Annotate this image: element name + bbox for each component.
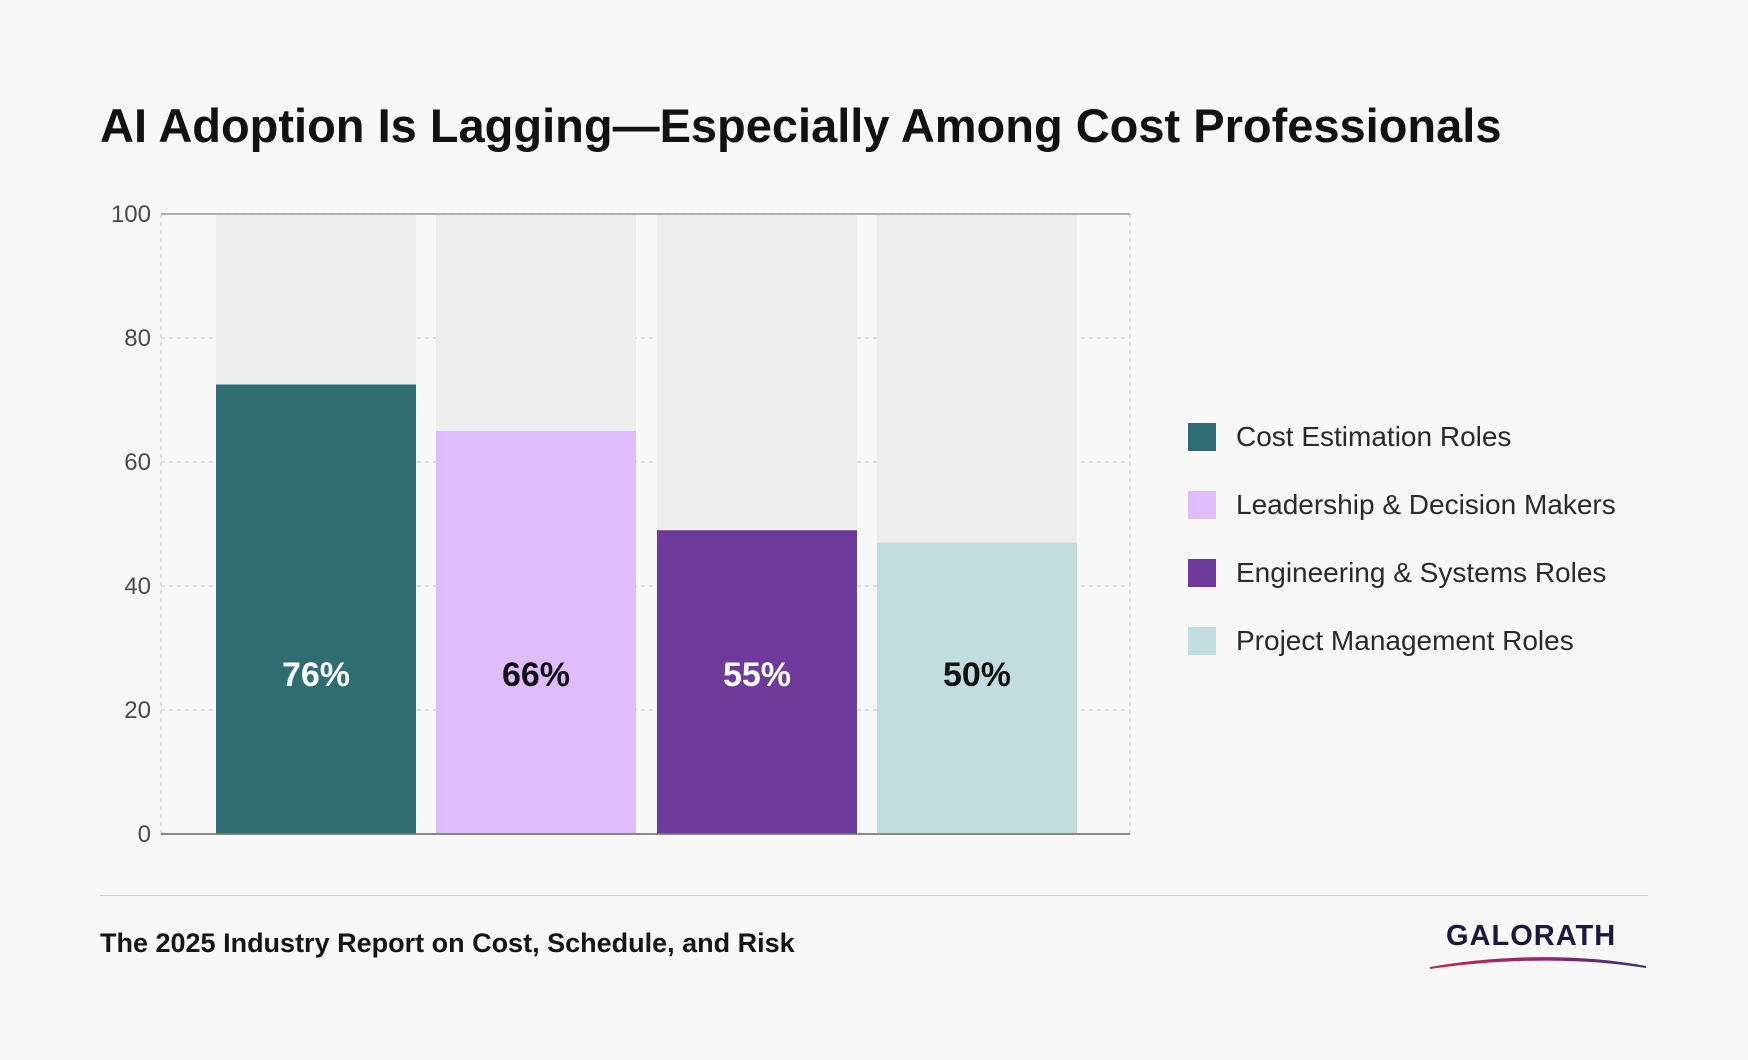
y-tick-label: 80	[124, 325, 151, 352]
bar-data-label: 50%	[943, 656, 1011, 694]
y-tick-label: 40	[124, 573, 151, 600]
y-tick-label: 60	[124, 449, 151, 476]
bar	[657, 530, 857, 834]
bar	[877, 542, 1077, 834]
legend-swatch	[1188, 559, 1216, 587]
bar-data-label: 76%	[282, 656, 350, 694]
y-tick-label: 100	[111, 201, 151, 228]
legend-label: Engineering & Systems Roles	[1236, 557, 1607, 588]
legend-item: Project Management Roles	[1188, 607, 1616, 675]
legend-item: Leadership & Decision Makers	[1188, 471, 1616, 539]
bar-data-label: 55%	[723, 656, 791, 694]
legend-item: Engineering & Systems Roles	[1188, 539, 1616, 607]
bar	[216, 384, 416, 834]
legend-swatch	[1188, 627, 1216, 655]
legend-swatch	[1188, 491, 1216, 519]
logo-swoosh-icon	[1430, 957, 1646, 969]
logo-wordmark: GALORATH	[1446, 920, 1617, 952]
footer-divider	[100, 895, 1648, 896]
legend-item: Cost Estimation Roles	[1188, 403, 1616, 471]
chart-title: AI Adoption Is Lagging—Especially Among …	[100, 99, 1502, 152]
y-tick-label: 20	[124, 697, 151, 724]
legend-label: Leadership & Decision Makers	[1236, 489, 1616, 520]
report-source-text: The 2025 Industry Report on Cost, Schedu…	[100, 928, 795, 958]
bar-data-label: 66%	[502, 656, 570, 694]
y-tick-label: 0	[138, 821, 151, 848]
legend-swatch	[1188, 423, 1216, 451]
legend-label: Cost Estimation Roles	[1236, 421, 1512, 452]
bar	[436, 431, 636, 834]
chart-legend: Cost Estimation Roles Leadership & Decisi…	[1188, 403, 1616, 675]
galorath-logo: GALORATH	[1428, 920, 1648, 970]
legend-label: Project Management Roles	[1236, 625, 1574, 656]
